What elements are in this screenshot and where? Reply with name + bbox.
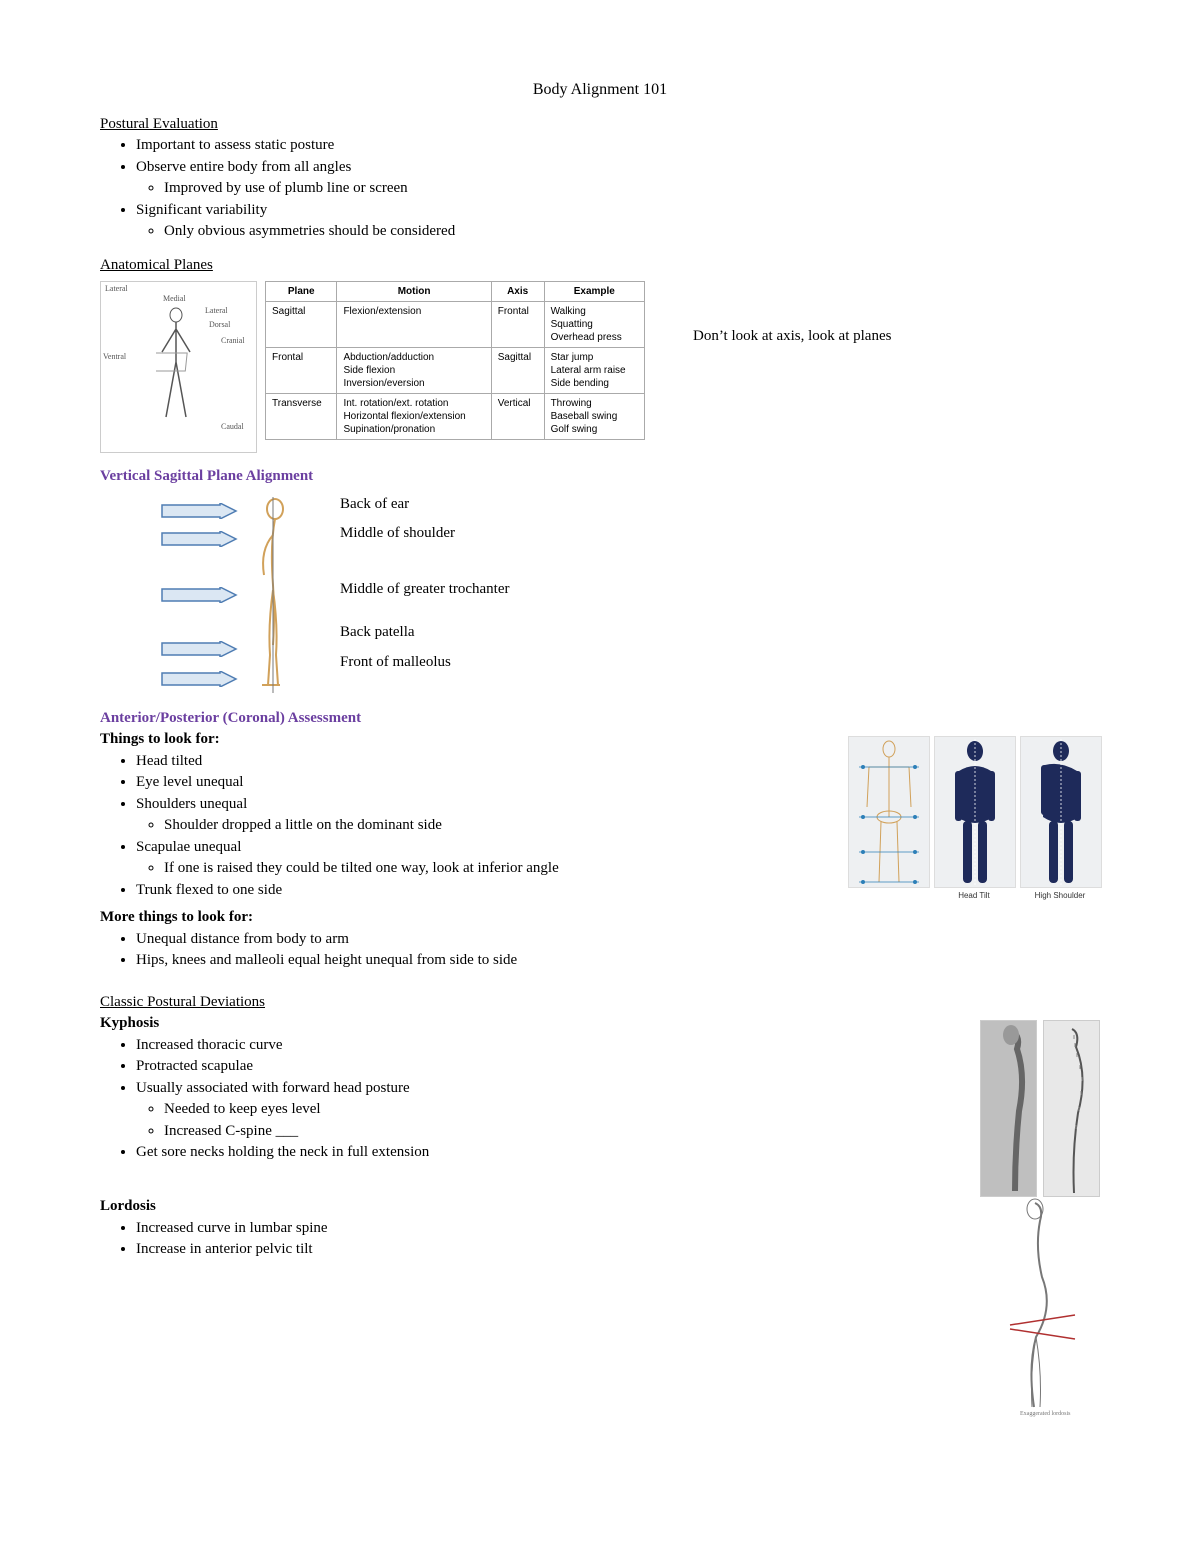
heading-sagittal: Vertical Sagittal Plane Alignment	[100, 467, 1100, 487]
list-item: Eye level unequal	[136, 773, 808, 793]
list-item: Shoulder dropped a little on the dominan…	[164, 816, 808, 836]
sagittal-point: Middle of greater trochanter	[340, 580, 510, 600]
page-title: Body Alignment 101	[100, 80, 1100, 101]
list-item: Increased C-spine ___	[164, 1122, 960, 1142]
planes-note: Don’t look at axis, look at planes	[693, 327, 891, 347]
lordosis-title: Lordosis	[100, 1197, 960, 1217]
sagittal-point: Middle of shoulder	[340, 524, 510, 544]
list-item: Shoulders unequalShoulder dropped a litt…	[136, 795, 808, 836]
sagittal-point: Back patella	[340, 623, 510, 643]
planes-table: PlaneMotionAxisExample SagittalFlexion/e…	[265, 281, 645, 440]
coronal-more-list: Unequal distance from body to armHips, k…	[136, 930, 808, 971]
heading-deviations: Classic Postural Deviations	[100, 993, 1100, 1013]
lordosis-list: Increased curve in lumbar spineIncrease …	[136, 1219, 960, 1260]
list-item: Important to assess static posture	[136, 136, 1100, 156]
list-item: Protracted scapulae	[136, 1057, 960, 1077]
postural-list: Important to assess static postureObserv…	[136, 136, 1100, 242]
list-item: Increased curve in lumbar spine	[136, 1219, 960, 1239]
list-item: Scapulae unequalIf one is raised they co…	[136, 838, 808, 879]
list-item: Observe entire body from all anglesImpro…	[136, 158, 1100, 199]
list-item: Improved by use of plumb line or screen	[164, 179, 1100, 199]
list-item: Only obvious asymmetries should be consi…	[164, 222, 1100, 242]
list-item: Significant variabilityOnly obvious asym…	[136, 201, 1100, 242]
planes-diagram: Lateral Medial Lateral Dorsal Cranial Ve…	[100, 281, 257, 453]
sagittal-point: Front of malleolus	[340, 653, 510, 673]
coronal-things-label: Things to look for:	[100, 730, 808, 750]
list-item: Needed to keep eyes level	[164, 1100, 960, 1120]
heading-planes: Anatomical Planes	[100, 256, 1100, 276]
list-item: Head tilted	[136, 752, 808, 772]
sagittal-labels: Back of ear Middle of shoulder Middle of g…	[340, 495, 510, 683]
coronal-more-label: More things to look for:	[100, 908, 808, 928]
sagittal-point: Back of ear	[340, 495, 510, 515]
list-item: Increased thoracic curve	[136, 1036, 960, 1056]
list-item: Get sore necks holding the neck in full …	[136, 1143, 960, 1163]
list-item: Hips, knees and malleoli equal height un…	[136, 951, 808, 971]
list-item: Increase in anterior pelvic tilt	[136, 1240, 960, 1260]
lordosis-figure: Exaggerated lordosis	[980, 1197, 1100, 1417]
heading-coronal: Anterior/Posterior (Coronal) Assessment	[100, 709, 1100, 729]
kyphosis-figures	[980, 1020, 1100, 1197]
heading-postural: Postural Evaluation	[100, 115, 1100, 135]
svg-text:Exaggerated lordosis: Exaggerated lordosis	[1020, 1411, 1071, 1417]
list-item: If one is raised they could be tilted on…	[164, 859, 808, 879]
coronal-panel: Head Tilt	[934, 736, 1014, 901]
kyphosis-list: Increased thoracic curveProtracted scapu…	[136, 1036, 960, 1163]
list-item: Usually associated with forward head pos…	[136, 1079, 960, 1142]
coronal-panel: High Shoulder	[1020, 736, 1100, 901]
coronal-figures: Head TiltHigh Shoulder	[848, 736, 1100, 901]
sagittal-figure	[160, 495, 320, 695]
list-item: Unequal distance from body to arm	[136, 930, 808, 950]
coronal-panel	[848, 736, 928, 901]
coronal-things-list: Head tiltedEye level unequalShoulders un…	[136, 752, 808, 901]
list-item: Trunk flexed to one side	[136, 881, 808, 901]
kyphosis-title: Kyphosis	[100, 1014, 960, 1034]
